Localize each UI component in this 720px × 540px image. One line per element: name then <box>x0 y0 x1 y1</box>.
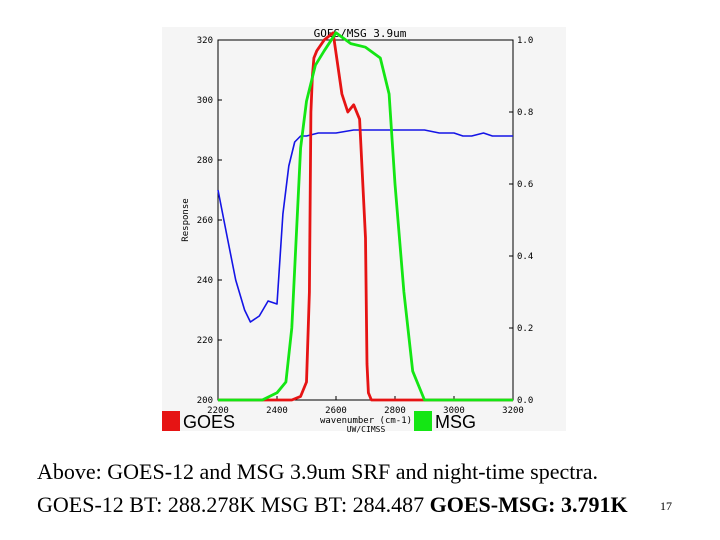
legend-swatch-goes <box>162 411 180 431</box>
chart-title: GOES/MSG 3.9um <box>314 27 407 40</box>
y-left-tick-label: 320 <box>197 36 213 46</box>
y-right-tick-label: 0.0 <box>517 396 533 406</box>
y-right-tick-label: 1.0 <box>517 36 533 46</box>
x-axis-label: wavenumber (cm-1) <box>320 416 412 426</box>
caption-line-2: GOES-12 BT: 288.278K MSG BT: 284.487 GOE… <box>37 492 628 518</box>
caption-line-1: Above: GOES-12 and MSG 3.9um SRF and nig… <box>37 459 598 484</box>
y-left-tick-label: 240 <box>197 276 213 286</box>
y-left-tick-label: 200 <box>197 396 213 406</box>
y-right-tick-label: 0.6 <box>517 180 533 190</box>
series-goes-line <box>218 31 513 402</box>
y-right-tick-label: 0.8 <box>517 108 533 118</box>
caption-difference: GOES-MSG: 3.791K <box>429 492 628 517</box>
axis-ticks: 2200 2400 2600 2800 3000 3200 200 220 240 260 280 3… <box>197 36 534 416</box>
series-night-time-spectrum-bt-k-line <box>217 129 513 323</box>
caption-bt-values: GOES-12 BT: 288.278K MSG BT: 284.487 <box>37 492 430 517</box>
y-left-tick-label: 220 <box>197 336 213 346</box>
series-msg-line <box>218 31 513 402</box>
x-tick-label: 3200 <box>502 406 524 416</box>
page-number: 17 <box>660 499 672 513</box>
x-tick-label: 2600 <box>325 406 347 416</box>
y-left-tick-label: 280 <box>197 156 213 166</box>
y-axis-label: Response <box>181 198 191 241</box>
legend: GOES MSG <box>162 411 476 432</box>
legend-swatch-msg <box>414 411 432 431</box>
chart-credit: UW/CIMSS <box>347 425 386 434</box>
x-tick-label: 2200 <box>207 406 229 416</box>
legend-label-msg: MSG <box>435 412 476 432</box>
y-left-tick-label: 300 <box>197 96 213 106</box>
series-layer <box>217 31 513 402</box>
x-tick-label: 2800 <box>384 406 406 416</box>
legend-label-goes: GOES <box>183 412 235 432</box>
x-tick-label: 3000 <box>443 406 465 416</box>
x-tick-label: 2400 <box>266 406 288 416</box>
y-right-tick-label: 0.2 <box>517 324 533 334</box>
y-left-tick-label: 260 <box>197 216 213 226</box>
y-right-tick-label: 0.4 <box>517 252 533 262</box>
